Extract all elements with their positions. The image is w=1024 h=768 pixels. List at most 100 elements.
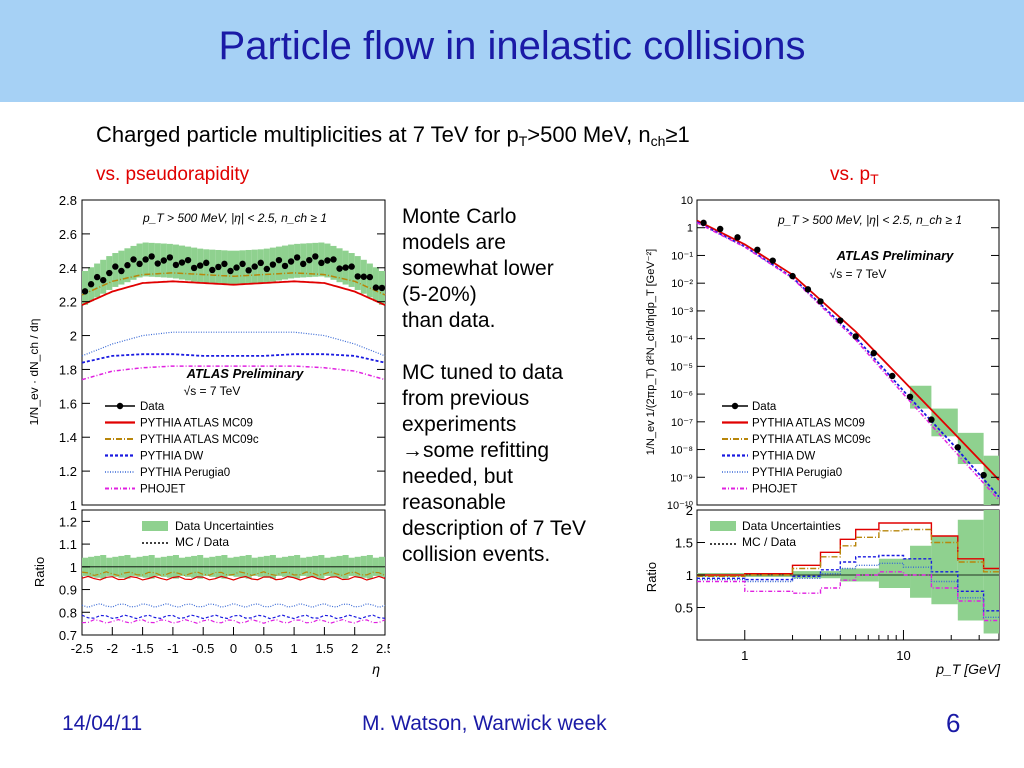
eta-data-point [209,266,216,274]
eta-y-tick-label: 1.4 [59,430,77,445]
pt-data-point [700,219,707,227]
eta-data-point [293,254,301,261]
slide-subtitle: Charged particle multiplicities at 7 TeV… [96,122,690,149]
body-text-line: MC tuned to data [402,361,564,384]
eta-ratio-tick-label: 0.7 [59,628,77,643]
eta-x-tick-label: -1 [167,641,179,656]
pt-ratio-line [697,528,999,577]
eta-data-point [275,256,283,264]
eta-band-bin [312,242,319,277]
eta-data-point [312,253,319,260]
eta-data-point [184,256,192,264]
pt-data-point [734,234,741,241]
pt-data-point [837,317,844,324]
legend-swatch [710,521,736,531]
eta-ylabel: 1/N_ev · dN_ch / dη [30,319,41,426]
footer-author: M. Watson, Warwick week [362,712,607,735]
legend-label: PYTHIA ATLAS MC09 [140,418,253,430]
pt-series-line [696,219,1000,481]
eta-band-bin [300,243,307,278]
eta-legend: Data PYTHIA ATLAS MC09 PYTHIA ATLAS MC09c P… [105,401,259,496]
pt-data-point [852,333,859,340]
legend-label: PYTHIA ATLAS MC09c [140,434,259,446]
pt-main-frame [696,199,1000,506]
footer-page-number: 6 [946,708,961,738]
eta-band-bin [257,249,264,284]
eta-data-point [124,262,131,269]
eta-header: p_T > 500 MeV, |η| < 2.5, n_ch ≥ 1 [142,211,327,225]
subtitle-sub-ch: ch [650,133,666,149]
eta-data-point [142,256,149,263]
pt-data-point [817,298,824,305]
ratio-legend-label: Data Uncertainties [742,519,841,533]
legend-swatch [142,521,168,531]
legend-label: PYTHIA ATLAS MC09c [752,434,871,446]
right-heading: vs. pT [830,164,879,187]
eta-data-point [239,260,246,268]
eta-y-tick-label: 1 [70,498,77,513]
eta-ratio-tick-label: 1.2 [59,514,77,529]
eta-data-point [196,262,204,269]
eta-data-point [136,260,143,268]
eta-watermark: ATLAS Preliminary [186,366,305,381]
body-text-line: experiments [402,413,517,436]
eta-band-bin [275,246,282,281]
pt-ratio-tick-label: 1 [686,568,693,583]
eta-data-point [221,260,228,268]
eta-y-tick-label: 2 [70,329,77,344]
pt-y-tick-label: 10⁻⁶ [670,389,693,401]
pt-energy: √s = 7 TeV [830,267,887,281]
eta-x-ticks: -2.5 -2 -1.5 -1 -0.5 0 0.5 1 1.5 2 2.5 [71,627,390,656]
eta-band-bin [372,267,379,302]
eta-x-tick-label: 2 [351,641,358,656]
eta-data-point [269,261,277,268]
eta-band-bin [82,270,89,305]
eta-band-bin [354,256,361,290]
eta-data-point [342,264,349,271]
pt-ratio-line [697,554,999,612]
eta-data-point [93,273,101,281]
title-bar [0,0,1024,102]
eta-main-frame [81,199,386,506]
eta-y-tick-label: 1.2 [59,464,77,479]
pt-y-tick-label: 10⁻⁴ [670,334,693,346]
eta-data-point [160,257,168,264]
eta-band-bin [191,247,198,282]
legend-marker [116,402,124,410]
eta-data-point [154,260,161,267]
pt-chart: 10 1 10⁻¹ 10⁻² 10⁻³ 10⁻⁴ 10⁻⁵ 10⁻⁶ 10⁻⁷ 10⁻⁸ 10⁻⁹ 1… [644,195,1001,677]
eta-band-bin [94,263,101,298]
eta-x-tick-label: -0.5 [192,641,214,656]
eta-band-bin [154,243,161,278]
eta-y-tick-label: 1.8 [59,362,77,377]
ratio-legend-label: MC / Data [175,535,229,549]
eta-band-bin [112,253,119,287]
pt-ratio-ylabel: Ratio [644,562,659,592]
eta-data-point [178,259,186,266]
subtitle-sub-t: T [518,133,528,149]
right-heading-main: vs. p [830,164,871,185]
eta-data-point [287,258,295,265]
eta-y-ticks: 1 1.2 1.4 1.6 1.8 2 2.2 2.4 2.6 2.8 [59,193,385,513]
legend-label: Data [140,401,165,413]
subtitle-mid: >500 MeV, n [527,122,651,147]
legend-label: PYTHIA ATLAS MC09 [752,418,865,430]
eta-data-point [318,259,325,267]
pt-ratio-tick-label: 1.5 [675,536,693,551]
pt-data-point [769,257,776,264]
eta-data-point [227,267,234,275]
legend-marker [731,402,739,410]
eta-ratio-series [81,571,386,624]
eta-data-point [299,260,307,268]
pt-data-point [906,393,914,400]
eta-series-line [81,331,386,357]
eta-y-tick-label: 2.4 [59,261,77,276]
eta-band-bin [294,243,301,278]
pt-ratio-band-bin [983,510,999,634]
body-text-line: collision events. [402,543,551,566]
pt-x-tick-label: 1 [741,648,748,663]
eta-x-tick-label: 1 [290,641,297,656]
eta-band-bin [185,246,192,281]
pt-data-point [789,272,796,280]
eta-data-point [245,267,252,274]
